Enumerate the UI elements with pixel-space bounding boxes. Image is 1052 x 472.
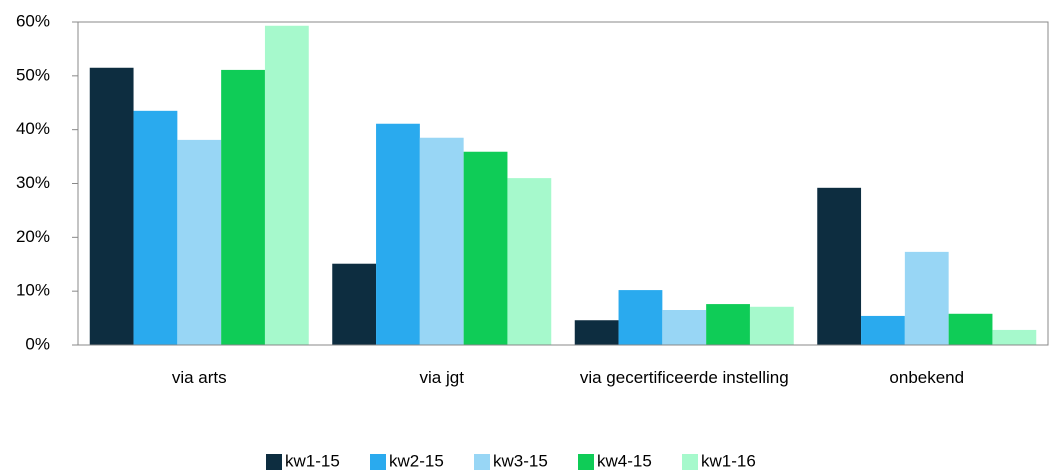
bar xyxy=(264,25,309,345)
bar xyxy=(376,123,420,346)
y-tick-label: 50% xyxy=(16,65,50,84)
bar xyxy=(221,69,265,345)
x-tick-label: via jgt xyxy=(419,368,464,387)
legend-swatch xyxy=(682,454,698,470)
y-tick-label: 10% xyxy=(16,281,50,300)
bar xyxy=(706,304,750,345)
legend-swatch xyxy=(266,454,282,470)
bar xyxy=(662,310,707,345)
bar xyxy=(507,178,552,345)
bar xyxy=(861,315,905,345)
legend-swatch xyxy=(474,454,490,470)
bar xyxy=(992,329,1037,345)
x-tick-label: via arts xyxy=(171,368,227,387)
x-tick-label: via gecertificeerde instelling xyxy=(579,368,789,387)
y-tick-label: 30% xyxy=(16,173,50,192)
y-tick-label: 40% xyxy=(16,119,50,138)
y-tick-label: 0% xyxy=(25,334,50,353)
bar xyxy=(89,67,134,345)
legend-label: kw3-15 xyxy=(493,451,548,470)
bar xyxy=(749,306,794,345)
bar xyxy=(463,151,508,345)
y-tick-label: 20% xyxy=(16,227,50,246)
bar xyxy=(904,251,949,345)
bar xyxy=(177,139,222,345)
bar xyxy=(817,187,862,345)
legend-label: kw1-15 xyxy=(285,451,340,470)
bar xyxy=(419,137,464,345)
legend-swatch xyxy=(370,454,386,470)
bar xyxy=(948,313,993,345)
bar xyxy=(574,320,619,345)
bar xyxy=(133,110,178,345)
bar xyxy=(332,263,377,345)
x-tick-label: onbekend xyxy=(889,368,965,387)
y-tick-label: 60% xyxy=(16,11,50,30)
legend-label: kw4-15 xyxy=(597,451,652,470)
bar xyxy=(618,290,663,345)
legend-label: kw2-15 xyxy=(389,451,444,470)
plot-border xyxy=(77,21,1049,346)
legend-swatch xyxy=(578,454,594,470)
legend-label: kw1-16 xyxy=(701,451,756,470)
